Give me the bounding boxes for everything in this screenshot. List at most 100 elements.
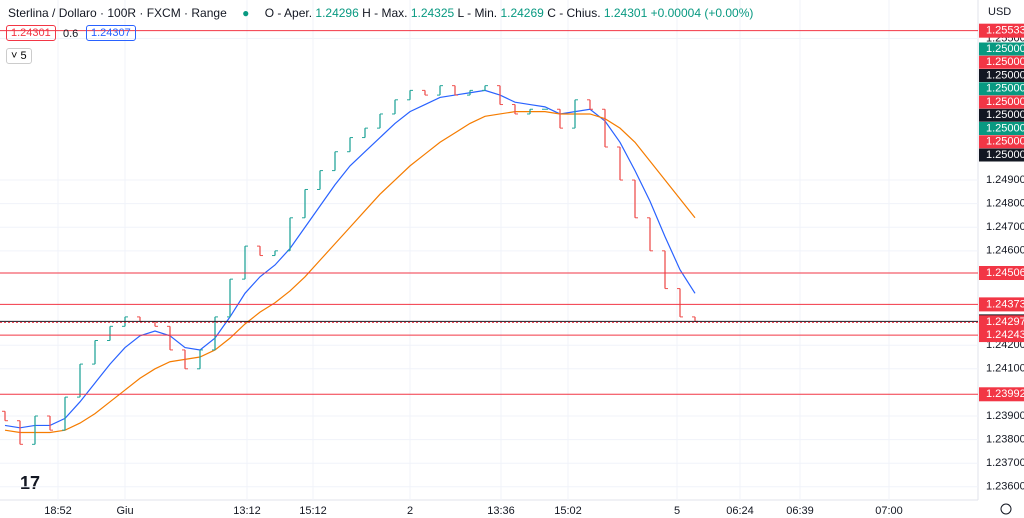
price-tag xyxy=(979,315,1024,330)
price-tag xyxy=(979,387,1024,402)
price-bar xyxy=(227,278,233,318)
legend: Sterlina / Dollaro · 100R · FXCM · Range… xyxy=(8,6,754,20)
price-tag xyxy=(979,266,1024,281)
price-bar xyxy=(167,325,173,351)
price-bar xyxy=(47,415,53,431)
label: H - Max. xyxy=(362,6,408,20)
x-tick-label: 06:39 xyxy=(786,505,814,517)
price-bar xyxy=(692,316,698,322)
price-bar xyxy=(437,85,443,96)
x-tick-label: 18:52 xyxy=(44,505,72,517)
buy-price[interactable]: 1.24307 xyxy=(86,25,136,41)
alert-tag-label: 1.25000 xyxy=(986,149,1024,161)
price-bar xyxy=(617,146,623,181)
price-tag-label: 1.24243 xyxy=(986,329,1024,341)
currency[interactable]: USD xyxy=(988,6,1012,18)
symbol[interactable]: Sterlina / Dollaro · 100R · FXCM · Range xyxy=(8,6,227,20)
moving-average xyxy=(4,89,696,429)
price-tag-label: 1.24297 xyxy=(986,316,1024,328)
label: L - Min. xyxy=(457,6,498,20)
y-tick-label: 1.24800 xyxy=(986,198,1024,210)
price-bar xyxy=(407,89,413,101)
price-tag-label: 1.23992 xyxy=(986,388,1024,400)
price-bar xyxy=(92,339,98,365)
price-bar xyxy=(317,170,323,190)
alert-tag xyxy=(979,122,1024,135)
label: C - Chius. xyxy=(547,6,601,20)
count: 5 xyxy=(20,50,27,62)
price-bar xyxy=(647,217,653,252)
price-bar xyxy=(182,349,188,370)
x-tick-label: 07:00 xyxy=(875,505,903,517)
x-tick-label: 13:36 xyxy=(487,505,515,517)
y-tick-label: 1.23800 xyxy=(986,434,1024,446)
price-bar xyxy=(197,349,203,370)
alert-tag-label: 1.25000 xyxy=(986,136,1024,148)
alert-tag xyxy=(979,55,1024,69)
price-bar xyxy=(287,217,293,252)
price-bar xyxy=(362,127,368,139)
value: 1.24296 xyxy=(315,6,359,20)
price-bar xyxy=(392,99,398,115)
price-bar xyxy=(662,250,668,290)
y-tick-label: 1.24200 xyxy=(986,339,1024,351)
x-tick-label: 15:12 xyxy=(299,505,327,517)
label: O - Aper. xyxy=(264,6,313,20)
alert-tag xyxy=(979,135,1024,149)
alert-tag-label: 1.25000 xyxy=(986,109,1024,121)
price-bar xyxy=(377,113,383,129)
alert-tag xyxy=(979,95,1024,109)
price-tag-label: 1.24506 xyxy=(986,267,1024,279)
price-tag xyxy=(979,23,1024,38)
y-tick-label: 1.23900 xyxy=(986,410,1024,422)
x-tick-label: 5 xyxy=(674,505,680,517)
alert-tag xyxy=(979,82,1024,96)
price-bar xyxy=(632,179,638,219)
price-bar xyxy=(497,85,503,106)
y-tick-label: 1.23700 xyxy=(986,457,1024,469)
indicators-toggle[interactable]: ˅ 5 xyxy=(6,48,32,64)
price-bar xyxy=(272,250,278,257)
price-bar xyxy=(422,89,428,96)
price-bar xyxy=(482,85,488,91)
price-bar xyxy=(602,108,608,148)
value: 1.24301 xyxy=(603,6,648,20)
logo: 17 xyxy=(20,473,40,493)
value: 1.24269 xyxy=(500,6,544,20)
price-bar xyxy=(347,137,353,153)
price-bar xyxy=(467,89,473,96)
price-bar xyxy=(257,245,263,257)
alert-tag-label: 1.25000 xyxy=(986,96,1024,108)
price-bar xyxy=(572,99,578,129)
y-tick-label: 1.24600 xyxy=(986,245,1024,257)
price-bar xyxy=(32,415,38,445)
x-tick-label: 13:12 xyxy=(233,505,261,517)
x-tick-label: Giu xyxy=(116,505,133,517)
alert-tag-label: 1.25000 xyxy=(986,83,1024,95)
y-tick-label: 1.24100 xyxy=(986,363,1024,375)
x-tick-label: 06:24 xyxy=(726,505,754,517)
price-bar xyxy=(212,316,218,351)
alert-tag-label: 1.25000 xyxy=(986,69,1024,81)
sell-price[interactable]: 1.24301 xyxy=(6,25,56,41)
y-tick-label: 1.23600 xyxy=(986,481,1024,493)
price-bar xyxy=(62,396,68,431)
x-tick-label: 15:02 xyxy=(554,505,582,517)
settings-icon[interactable] xyxy=(1000,503,1012,515)
y-tick-label: 1.24900 xyxy=(986,174,1024,186)
price-bar xyxy=(557,108,563,129)
price-bar xyxy=(527,108,533,115)
price-bar xyxy=(77,363,83,398)
price-bar xyxy=(587,99,593,110)
grid xyxy=(0,0,978,500)
price-tag-label: 1.25533 xyxy=(986,25,1024,37)
price-bar xyxy=(17,420,23,445)
alert-tag-label: 1.25000 xyxy=(986,122,1024,134)
price-tag xyxy=(979,297,1024,312)
price-bar xyxy=(242,245,248,280)
x-tick-label: 2 xyxy=(407,505,413,517)
alert-tag xyxy=(979,148,1024,162)
price-bar xyxy=(302,188,308,219)
